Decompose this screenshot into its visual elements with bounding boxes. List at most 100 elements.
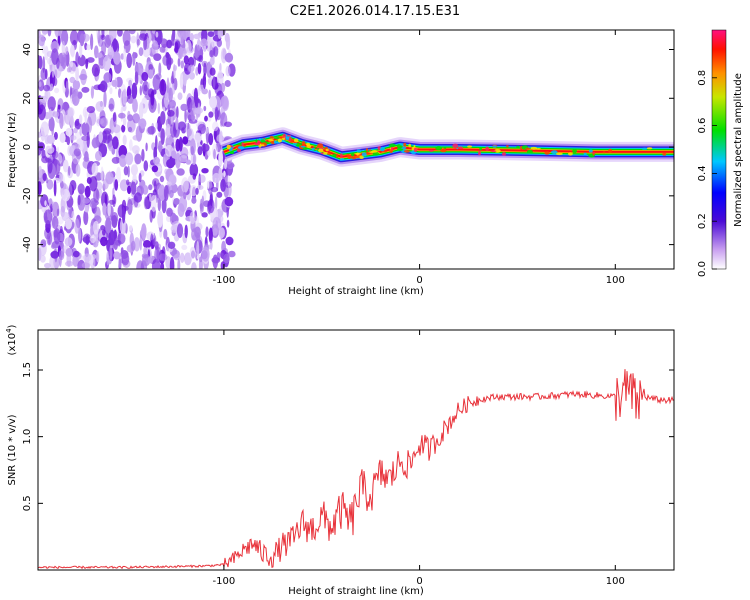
spectrogram-y-tick-label: -40: [22, 236, 33, 252]
noise-blob: [193, 33, 202, 40]
signal-speckle: [526, 149, 533, 154]
spectrogram-x-axis-label: Height of straight line (km): [288, 286, 424, 297]
signal-speckle: [350, 153, 355, 157]
noise-blob: [65, 127, 73, 137]
noise-blob: [218, 149, 223, 166]
noise-blob: [152, 189, 158, 196]
noise-blob: [180, 60, 185, 69]
spectrogram-y-tick-label: 20: [22, 92, 33, 105]
noise-blob: [111, 156, 121, 164]
noise-blob: [40, 255, 46, 263]
noise-blob: [113, 51, 121, 65]
noise-blob: [84, 151, 89, 162]
signal-speckle: [583, 152, 587, 156]
signal-speckle: [396, 145, 403, 149]
noise-blob: [170, 122, 177, 138]
signal-speckle: [255, 139, 258, 143]
noise-blob: [177, 92, 183, 100]
spectrogram-x-tick-label: -100: [213, 275, 236, 286]
spectrogram-frame: [37, 29, 675, 270]
noise-blob: [51, 64, 55, 78]
noise-blob: [112, 194, 116, 208]
noise-blob: [220, 82, 226, 93]
noise-blob: [111, 215, 118, 228]
noise-blob: [46, 145, 55, 154]
noise-blob: [198, 55, 204, 63]
noise-blob: [171, 85, 176, 95]
noise-blob: [56, 57, 60, 69]
noise-blob: [130, 164, 138, 176]
noise-blob: [167, 109, 175, 117]
noise-blob: [188, 72, 195, 80]
noise-blob: [107, 202, 111, 217]
noise-blob: [158, 140, 163, 153]
noise-blob: [141, 71, 149, 82]
noise-blob: [157, 102, 160, 115]
signal-speckle: [602, 151, 606, 154]
noise-blob: [183, 55, 189, 65]
noise-blob: [90, 225, 94, 237]
noise-blob: [48, 108, 52, 120]
noise-blob: [213, 148, 216, 160]
noise-blob: [143, 160, 149, 172]
noise-blob: [212, 216, 222, 232]
noise-blob: [207, 31, 215, 37]
noise-blob: [59, 112, 64, 129]
noise-blob: [209, 67, 216, 76]
noise-blob: [69, 76, 76, 84]
noise-blob: [205, 226, 209, 237]
noise-blob: [102, 202, 107, 216]
noise-blob: [207, 198, 215, 214]
signal-speckle: [369, 149, 372, 152]
noise-blob: [200, 38, 208, 48]
noise-blob: [209, 96, 218, 109]
noise-blob: [168, 99, 176, 109]
noise-blob: [120, 250, 129, 259]
noise-blob: [189, 185, 198, 197]
noise-blob: [65, 46, 69, 56]
signal-speckle: [273, 140, 277, 144]
noise-blob: [78, 140, 84, 152]
noise-blob: [93, 188, 100, 203]
noise-blob: [71, 210, 75, 223]
noise-blob: [148, 64, 153, 71]
noise-blob: [134, 153, 142, 165]
colorbar-ticks: 0.0 0.2 0.4 0.6 0.8: [697, 70, 717, 277]
noise-blob: [38, 141, 43, 156]
signal-speckle: [289, 141, 294, 143]
noise-blob: [45, 177, 49, 184]
noise-blob: [225, 34, 231, 50]
colorbar-tick-label: 0.0: [697, 261, 708, 277]
colorbar: 0.0 0.2 0.4 0.6 0.8 Normalized spectral ampl…: [697, 29, 744, 277]
noise-blob: [104, 193, 108, 207]
noise-blob: [141, 254, 151, 267]
signal-speckle: [641, 147, 648, 150]
noise-blob: [122, 88, 127, 106]
snr-panel: -100 0 100 0.5 1.0 1.5 Height of straight lin…: [5, 324, 675, 597]
noise-blob: [177, 258, 181, 269]
signal-speckle: [301, 141, 306, 146]
noise-blob: [143, 196, 149, 210]
noise-blob: [191, 197, 197, 204]
noise-blob: [169, 189, 174, 199]
signal-speckle: [254, 142, 261, 146]
noise-blob: [227, 183, 232, 197]
noise-blob: [53, 61, 62, 79]
noise-blob: [226, 219, 230, 228]
noise-blob: [121, 124, 126, 133]
noise-blob: [90, 85, 94, 99]
noise-blob: [203, 62, 207, 77]
noise-blob: [180, 103, 188, 112]
noise-blob: [155, 135, 158, 151]
signal-speckle: [452, 143, 459, 149]
noise-blob: [197, 123, 206, 135]
signal-speckle: [300, 145, 306, 148]
noise-blob: [95, 150, 102, 162]
signal-speckle: [568, 152, 573, 156]
noise-blob: [111, 79, 118, 87]
noise-blob: [171, 213, 177, 222]
spectrogram-y-tick-label: -20: [22, 188, 33, 204]
noise-blob: [130, 35, 137, 44]
noise-blob: [113, 111, 117, 128]
noise-blob: [213, 46, 219, 57]
